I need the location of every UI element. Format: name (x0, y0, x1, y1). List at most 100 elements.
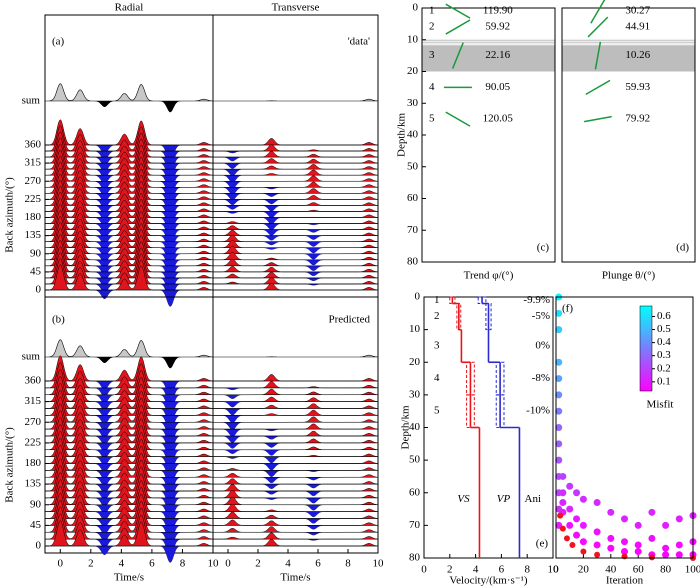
model-point (648, 534, 656, 542)
value-label: 22.16 (485, 49, 510, 61)
trace-negative (212, 265, 379, 271)
anisotropy-range (477, 296, 487, 305)
anisotropy-range (456, 303, 462, 331)
model-point (579, 538, 587, 546)
colorbar (639, 305, 653, 392)
anisotropy-range (449, 296, 456, 305)
x-tick-label: 2 (88, 558, 94, 570)
y-axis-label: Depth/km (396, 113, 408, 157)
x-tick-label: 4 (473, 564, 479, 576)
y-tick-label: 80 (409, 552, 421, 564)
y-tick-label: 225 (25, 436, 42, 448)
x-tick-label: 10 (208, 558, 220, 570)
x-tick-label: 10 (373, 558, 385, 570)
trace-negative (45, 289, 213, 307)
trace-negative (212, 199, 379, 206)
trace-positive (45, 520, 214, 547)
trace-positive (212, 503, 379, 512)
y-tick-label: 0 (36, 284, 42, 296)
trace-negative (212, 205, 379, 212)
trace-positive (212, 396, 379, 402)
value-label: 10.26 (625, 49, 650, 61)
best-point (557, 512, 564, 519)
layer-label: 4 (434, 372, 440, 384)
model-point (559, 489, 567, 497)
trace-positive (212, 467, 379, 471)
colorbar-tick-label: 0.2 (657, 362, 671, 374)
value-label: 90.05 (485, 81, 510, 93)
model-point (634, 541, 642, 549)
y-tick-label: 0 (36, 540, 42, 552)
trace-negative (212, 162, 379, 169)
trace-positive (212, 220, 379, 224)
trace-positive (213, 283, 379, 291)
sum-trace-positive (213, 354, 379, 358)
sum-trace-negative (45, 101, 213, 113)
trace-positive (212, 478, 379, 485)
panel-label: (d) (676, 242, 689, 254)
panel-frame (44, 14, 379, 298)
trace-negative (212, 211, 379, 218)
trace-positive (212, 240, 379, 248)
column-title: Radial (115, 2, 144, 14)
panel-label: (c) (537, 242, 550, 254)
y-axis-label: Back azimuth/(°) (4, 177, 16, 253)
series-label: VP (497, 493, 511, 505)
trace-positive (212, 381, 379, 389)
sum-trace-positive (45, 83, 214, 102)
trace-positive (212, 202, 379, 206)
model-point (593, 499, 601, 507)
trace-negative (212, 169, 379, 176)
trace-positive (212, 259, 379, 267)
y-tick-label: 315 (25, 395, 42, 407)
panel-note: 'data' (348, 36, 370, 48)
model-point (555, 309, 563, 317)
colorbar-tick-label: 0.4 (657, 336, 671, 348)
trace-negative (212, 449, 379, 456)
value-label: 119.90 (483, 5, 513, 17)
y-tick-label: 0 (413, 2, 419, 14)
panel-label: (a) (52, 36, 65, 48)
y-tick-label: 40 (407, 129, 419, 141)
trace-positive (212, 225, 379, 230)
model-point (621, 538, 628, 546)
y-tick-label: 360 (25, 375, 42, 387)
anisotropy-label: -5% (532, 310, 550, 322)
colorbar-tick-label: 0.6 (657, 310, 671, 322)
orientation-stick (585, 79, 611, 96)
trace-negative (213, 490, 378, 496)
model-point (662, 551, 670, 559)
value-label: 120.05 (483, 113, 514, 125)
x-tick-label: 6 (499, 564, 505, 576)
model-point (559, 472, 567, 480)
y-tick-label: 60 (409, 486, 421, 498)
y-tick-label: 10 (409, 323, 421, 335)
x-tick-label: 20 (578, 564, 590, 576)
trace-positive (212, 208, 379, 212)
sum-trace-positive (213, 98, 379, 102)
x-axis-label: Time/s (114, 572, 144, 584)
y-tick-label: 80 (407, 256, 419, 268)
panel-frame (561, 7, 696, 263)
trace-positive (212, 409, 379, 416)
model-point (634, 521, 642, 529)
trace-positive (212, 181, 379, 188)
y-tick-label: 270 (25, 175, 42, 187)
trace-positive (212, 519, 379, 526)
trace-positive (212, 271, 379, 279)
x-axis-label: Trend φ/(°) (464, 270, 514, 282)
trace-negative (212, 525, 379, 530)
model-point (607, 544, 615, 552)
trace-positive (212, 423, 379, 430)
trace-positive (45, 119, 214, 146)
y-tick-label: 20 (409, 356, 421, 368)
model-point (579, 521, 587, 529)
y-tick-label: 40 (409, 421, 421, 433)
trace-positive (212, 446, 379, 451)
trace-negative (212, 401, 379, 408)
sum-trace-positive (45, 339, 214, 358)
layer-label: 4 (429, 81, 435, 93)
trace-positive (213, 539, 379, 547)
